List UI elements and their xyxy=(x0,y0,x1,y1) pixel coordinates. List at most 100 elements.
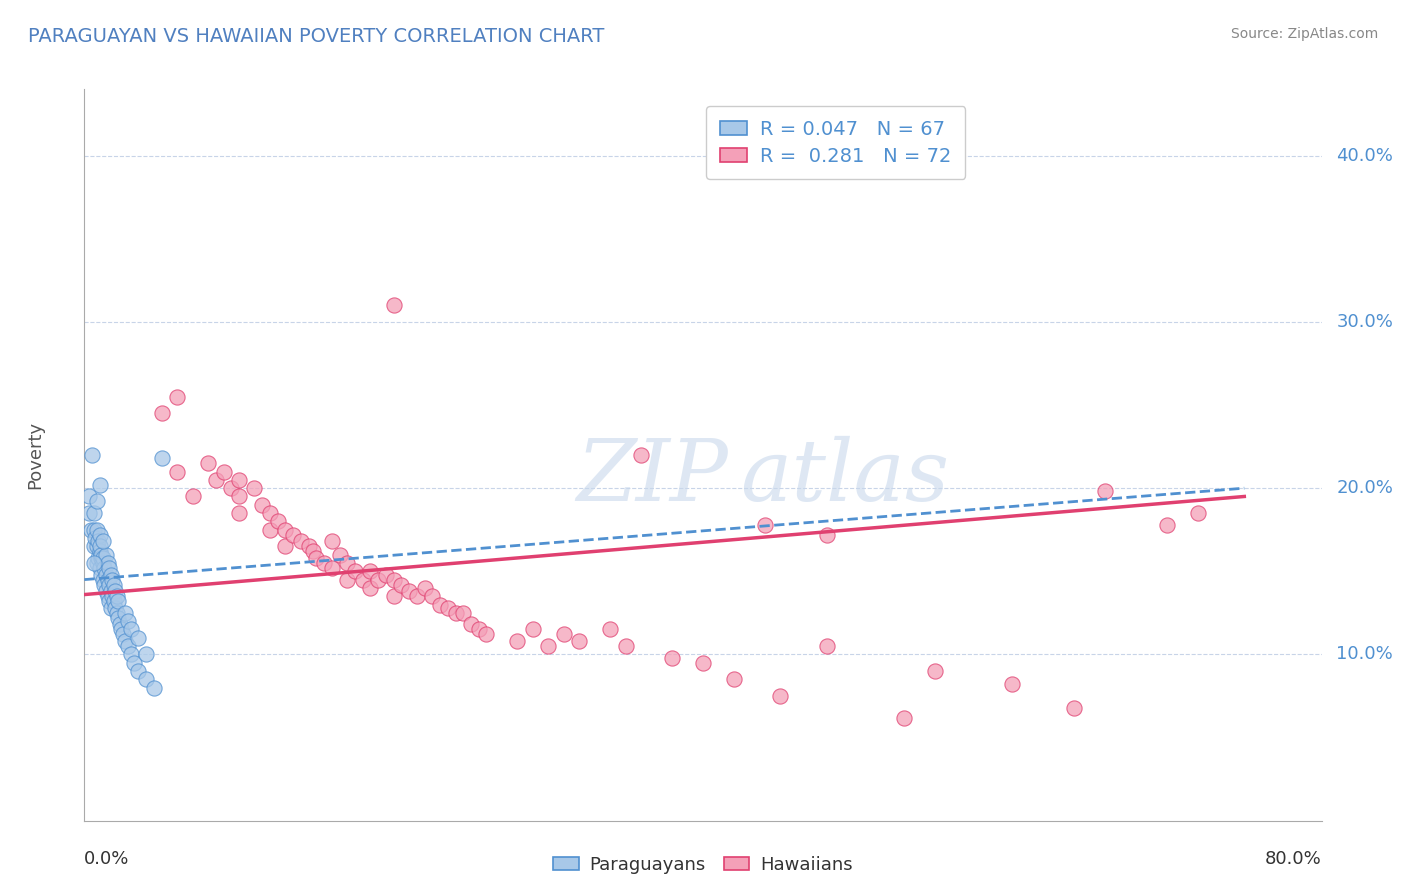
Point xyxy=(79,523,101,537)
Point xyxy=(1156,517,1178,532)
Point xyxy=(93,561,115,575)
Point xyxy=(100,567,122,582)
Point xyxy=(98,594,121,608)
Point xyxy=(86,494,108,508)
Point xyxy=(321,534,343,549)
Point xyxy=(103,594,125,608)
Point xyxy=(893,710,915,724)
Point xyxy=(228,473,250,487)
Point xyxy=(114,634,136,648)
Point xyxy=(150,451,173,466)
Point xyxy=(328,548,352,562)
Point xyxy=(453,606,475,620)
Point xyxy=(219,481,242,495)
Point xyxy=(77,506,100,520)
Point xyxy=(1063,700,1085,714)
Point xyxy=(98,577,121,591)
Point xyxy=(374,567,398,582)
Point xyxy=(93,577,115,591)
Point xyxy=(107,594,129,608)
Point xyxy=(83,506,105,520)
Point xyxy=(599,623,621,637)
Point xyxy=(120,623,142,637)
Point xyxy=(87,534,110,549)
Point xyxy=(89,539,111,553)
Point xyxy=(197,456,219,470)
Point xyxy=(135,648,157,662)
Point xyxy=(90,548,112,562)
Point xyxy=(259,506,281,520)
Point xyxy=(614,639,637,653)
Point xyxy=(96,556,118,570)
Point xyxy=(413,581,436,595)
Point xyxy=(522,623,544,637)
Point xyxy=(104,584,127,599)
Point xyxy=(305,551,328,566)
Text: 80.0%: 80.0% xyxy=(1265,850,1322,868)
Point xyxy=(389,577,413,591)
Point xyxy=(274,523,297,537)
Point xyxy=(143,681,166,695)
Point xyxy=(537,639,560,653)
Point xyxy=(312,556,335,570)
Point xyxy=(166,390,188,404)
Point xyxy=(91,556,114,570)
Point xyxy=(83,539,105,553)
Point xyxy=(82,448,104,462)
Point xyxy=(120,648,142,662)
Point xyxy=(436,600,458,615)
Point xyxy=(336,556,359,570)
Point xyxy=(290,534,312,549)
Point xyxy=(101,573,124,587)
Point xyxy=(91,534,114,549)
Point xyxy=(1001,677,1024,691)
Point xyxy=(91,551,114,566)
Text: 10.0%: 10.0% xyxy=(1337,646,1393,664)
Point xyxy=(382,298,405,312)
Point xyxy=(568,634,591,648)
Point xyxy=(117,639,139,653)
Point xyxy=(274,539,297,553)
Point xyxy=(405,589,427,603)
Point xyxy=(1094,484,1116,499)
Point xyxy=(723,673,745,687)
Point xyxy=(692,656,714,670)
Point xyxy=(382,573,405,587)
Point xyxy=(94,567,117,582)
Text: ZIP: ZIP xyxy=(576,435,728,518)
Point xyxy=(267,515,290,529)
Point xyxy=(429,598,451,612)
Point xyxy=(94,584,117,599)
Point xyxy=(150,406,173,420)
Point xyxy=(89,561,111,575)
Point xyxy=(460,617,482,632)
Point xyxy=(321,561,343,575)
Text: 40.0%: 40.0% xyxy=(1337,146,1393,165)
Point xyxy=(90,567,112,582)
Legend: Paraguayans, Hawaiians: Paraguayans, Hawaiians xyxy=(546,848,860,881)
Point xyxy=(127,631,149,645)
Point xyxy=(77,490,100,504)
Point xyxy=(506,634,529,648)
Point xyxy=(924,664,946,678)
Point xyxy=(367,573,389,587)
Point xyxy=(86,523,108,537)
Point xyxy=(661,650,683,665)
Point xyxy=(250,498,273,512)
Point xyxy=(89,527,111,541)
Text: 30.0%: 30.0% xyxy=(1337,313,1393,331)
Point xyxy=(100,600,122,615)
Point xyxy=(166,465,188,479)
Point xyxy=(243,481,266,495)
Text: 0.0%: 0.0% xyxy=(84,850,129,868)
Point xyxy=(212,465,235,479)
Point xyxy=(117,614,139,628)
Text: atlas: atlas xyxy=(740,435,949,518)
Point xyxy=(103,577,125,591)
Point xyxy=(815,639,838,653)
Point xyxy=(104,600,127,615)
Point xyxy=(228,506,250,520)
Point xyxy=(89,544,111,558)
Point xyxy=(96,589,118,603)
Point xyxy=(228,490,250,504)
